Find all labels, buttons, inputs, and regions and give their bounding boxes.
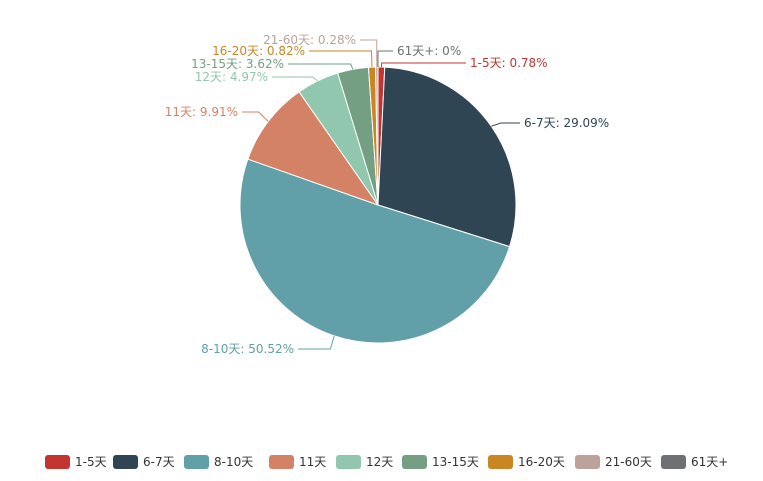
leader-line-7 [360,39,378,68]
legend-item-4[interactable]: 12天 [336,455,393,469]
pie-slice-3[interactable] [247,91,380,206]
legend-item-5[interactable]: 13-15天 [402,455,479,469]
leader-line-1 [491,122,520,127]
slice-label-5: 13-15天: 3.62% [191,57,284,71]
legend-item-1[interactable]: 6-7天 [113,455,175,469]
leader-line-8 [377,50,393,67]
legend-label-5: 13-15天 [432,455,479,469]
slice-label-4: 12天: 4.97% [195,70,268,84]
legend-item-6[interactable]: 16-20天 [488,455,565,469]
legend-swatch-6 [488,455,513,469]
slice-labels: 1-5天: 0.78% 6-7天: 29.09% 8-10天: 50.52% 11天:… [165,33,609,356]
legend-label-6: 16-20天 [518,455,565,469]
slice-label-1: 6-7天: 29.09% [524,116,609,130]
legend-swatch-2 [184,455,209,469]
legend-item-2[interactable]: 8-10天 [184,455,253,469]
leader-line-5 [288,63,354,70]
slice-label-8: 61天+: 0% [397,44,461,58]
legend-label-4: 12天 [366,455,393,469]
leader-line-4 [272,76,318,82]
leader-line-6 [309,50,373,68]
slice-label-2: 8-10天: 50.52% [201,342,294,356]
legend-label-3: 11天 [299,455,326,469]
pie-slices [239,66,517,344]
legend-swatch-5 [402,455,427,469]
legend-label-2: 8-10天 [214,455,253,469]
slice-label-7: 21-60天: 0.28% [263,33,356,47]
leader-line-0 [380,62,466,68]
legend-item-8[interactable]: 61天+ [661,455,728,469]
leader-line-2 [298,335,335,350]
legend-label-1: 6-7天 [143,455,175,469]
leader-line-3 [242,111,269,122]
legend-item-7[interactable]: 21-60天 [575,455,652,469]
pie-slice-2[interactable] [239,158,511,344]
legend: 1-5天 6-7天 8-10天 11天 12天 13-15天 16-20天 21-60天 61天… [45,455,728,469]
pie-slice-1[interactable] [377,66,517,248]
legend-swatch-8 [661,455,686,469]
legend-swatch-3 [269,455,294,469]
legend-swatch-1 [113,455,138,469]
legend-label-0: 1-5天 [75,455,107,469]
legend-swatch-0 [45,455,70,469]
legend-swatch-4 [336,455,361,469]
legend-swatch-7 [575,455,600,469]
legend-item-0[interactable]: 1-5天 [45,455,107,469]
legend-label-8: 61天+ [691,455,728,469]
label-leader-lines [242,39,520,350]
legend-label-7: 21-60天 [605,455,652,469]
slice-label-0: 1-5天: 0.78% [470,56,548,70]
legend-item-3[interactable]: 11天 [269,455,326,469]
slice-label-6: 16-20天: 0.82% [212,44,305,58]
slice-label-3: 11天: 9.91% [165,105,238,119]
